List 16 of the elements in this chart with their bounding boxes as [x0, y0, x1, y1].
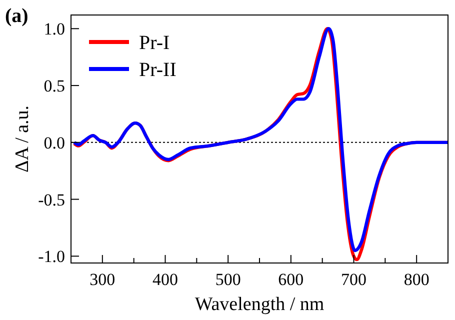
x-tick-label: 700 [341, 270, 366, 289]
x-tick-label: 300 [90, 270, 116, 289]
chart-title: (a) [5, 5, 28, 27]
y-axis-title: ΔA / a.u. [12, 105, 33, 173]
legend-label: Pr-II [139, 59, 176, 81]
x-tick-label: 400 [152, 270, 178, 289]
y-tick-label: -1.0 [38, 247, 65, 266]
y-tick-label: -0.5 [38, 190, 65, 210]
y-tick-label: 1.0 [44, 20, 65, 39]
y-tick-label: 0.5 [44, 76, 65, 96]
x-tick-label: 600 [278, 270, 304, 289]
x-axis-title: Wavelength / nm [194, 294, 324, 315]
x-tick-label: 500 [215, 270, 241, 289]
legend-label: Pr-I [139, 32, 170, 54]
y-tick-label: 0.0 [44, 133, 65, 152]
x-tick-label: 800 [404, 270, 430, 289]
